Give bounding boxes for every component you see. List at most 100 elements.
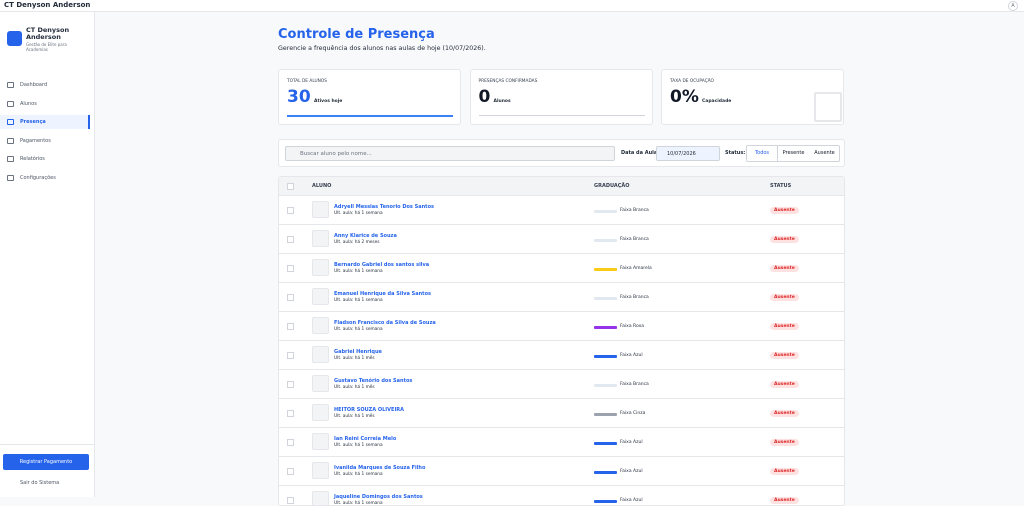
table-row: Jaqueline Domingos dos Santos Ult. aula: … [279,486,844,506]
table-row: Bernardo Gabriel dos santos silva Ult. au… [279,254,844,283]
nav-item[interactable]: Relatórios [20,156,45,163]
student-name[interactable]: Anny Klarice de Souza [334,233,397,239]
status-badge: Ausente [770,468,799,475]
belt-label: Faixa Azul [620,469,643,474]
belt-label: Faixa Branca [620,295,649,300]
table-row: HEITOR SOUZA OLIVEIRA Ult. aula: há 1 mês… [279,399,844,428]
top-bar: CT Denyson Anderson A [0,0,1024,12]
status-badge: Ausente [770,381,799,388]
page-title: Controle de Presença [278,27,435,42]
belt-label: Faixa Branca [620,382,649,387]
student-avatar [312,230,329,247]
status-badge: Ausente [770,265,799,272]
stat-label: PRESENÇAS CONFIRMADAS [478,79,538,84]
student-name[interactable]: HEITOR SOUZA OLIVEIRA [334,407,405,413]
status-filter: Todos Presente Ausente [746,145,840,162]
table-row: Anny Klarice de Souza Ult. aula: há 2 mes… [279,225,844,254]
column-header: ALUNO [312,183,332,189]
checkbox[interactable] [287,294,294,301]
belt-label: Faixa Azul [620,440,643,445]
student-avatar [312,462,329,479]
sidebar: CT Denyson Anderson Gestão de Elite para… [0,12,95,497]
date-input[interactable]: 10/07/2026 [656,146,720,161]
checkbox[interactable] [287,381,294,388]
student-name[interactable]: Adryell Messias Tenorio Dos Santos [334,204,434,210]
stat-caption: Capacidade [702,99,732,104]
status-badge: Ausente [770,497,799,504]
status-option[interactable]: Ausente [814,150,835,156]
checkbox[interactable] [287,439,294,446]
student-name[interactable]: Bernardo Gabriel dos santos silva [334,262,430,268]
register-payment-button[interactable]: Registrar Pagamento [3,454,89,470]
student-avatar [312,317,329,334]
student-name[interactable]: Gabriel Henrique [334,349,382,355]
checkbox[interactable] [287,236,294,243]
nav-item[interactable]: Configurações [20,175,56,181]
belt-color [594,326,617,329]
stat-caption: Alunos [493,99,511,104]
student-name[interactable]: Fladson Francisco da Silva de Souza [334,320,436,326]
status-option[interactable]: Presente [782,150,805,156]
column-header: GRADUAÇÃO [594,183,630,189]
status-option[interactable]: Todos [747,146,778,161]
column-header: STATUS [770,183,792,189]
checkbox[interactable] [287,497,294,504]
student-avatar [312,346,329,363]
nav-item[interactable]: Presença [20,119,46,126]
checkbox[interactable] [287,207,294,214]
last-class: Ult. aula: há 2 meses [334,240,380,245]
belt-color [594,442,617,445]
belt-color [594,355,617,358]
belt-color [594,297,617,300]
last-class: Ult. aula: há 1 semana [334,501,383,506]
student-avatar [312,288,329,305]
progress-bar [287,115,453,117]
nav-item[interactable]: Alunos [20,100,37,107]
table-header [279,177,844,196]
student-name[interactable]: Jaqueline Domingos dos Santos [334,494,423,500]
nav-item[interactable]: Dashboard [20,82,48,88]
status-badge: Ausente [770,323,799,330]
avatar[interactable]: A [1008,1,1018,11]
checkbox[interactable] [287,265,294,272]
filters: Buscar aluno pelo nome... Data da Aula: … [278,139,845,167]
checkbox[interactable] [287,410,294,417]
date-label: Data da Aula: [621,150,660,156]
stat-value: 0 [478,87,491,107]
student-name[interactable]: Gustavo Tenório dos Santos [334,378,413,384]
table-row: Ian Reini Correia Melo Ult. aula: há 1 se… [279,428,844,457]
table-row: Gabriel Henrique Ult. aula: há 1 mês Faixa… [279,341,844,370]
student-avatar [312,375,329,392]
checkbox[interactable] [287,468,294,475]
search-input[interactable]: Buscar aluno pelo nome... [285,146,615,161]
last-class: Ult. aula: há 1 semana [334,269,383,274]
stat-card: TOTAL DE ALUNOS 30 Ativos hoje [278,69,461,125]
student-avatar [312,433,329,450]
page-subtitle: Gerencie a frequência dos alunos nas aul… [278,45,486,52]
belt-label: Faixa Branca [620,208,649,213]
student-avatar [312,491,329,505]
stat-value: 30 [287,87,311,107]
logout[interactable]: Sair do Sistema [20,480,60,486]
stat-card: PRESENÇAS CONFIRMADAS 0 Alunos [469,69,653,125]
student-avatar [312,201,329,218]
belt-color [594,239,617,242]
status-label: Status: [725,150,746,156]
table-row: Ivanilda Marques de Souza Filho Ult. aula… [279,457,844,486]
nav-icon [7,82,14,88]
table-row: Fladson Francisco da Silva de Souza Ult. … [279,312,844,341]
nav-item[interactable]: Pagamentos [20,137,51,144]
nav-icon [7,119,14,126]
checkbox[interactable] [287,352,294,359]
tagline: Gestão de Elite para Academias [26,42,67,52]
student-name[interactable]: Emanuel Henrique da Silva Santos [334,291,431,297]
checkbox[interactable] [287,323,294,330]
table-row: Adryell Messias Tenorio Dos Santos Ult. a… [279,196,844,225]
student-name[interactable]: Ian Reini Correia Melo [334,436,397,442]
brand: CT Denyson Anderson [26,26,70,41]
last-class: Ult. aula: há 1 mês [334,385,375,390]
student-name[interactable]: Ivanilda Marques de Souza Filho [334,465,426,471]
checkbox[interactable] [287,183,294,190]
divider [0,444,95,445]
